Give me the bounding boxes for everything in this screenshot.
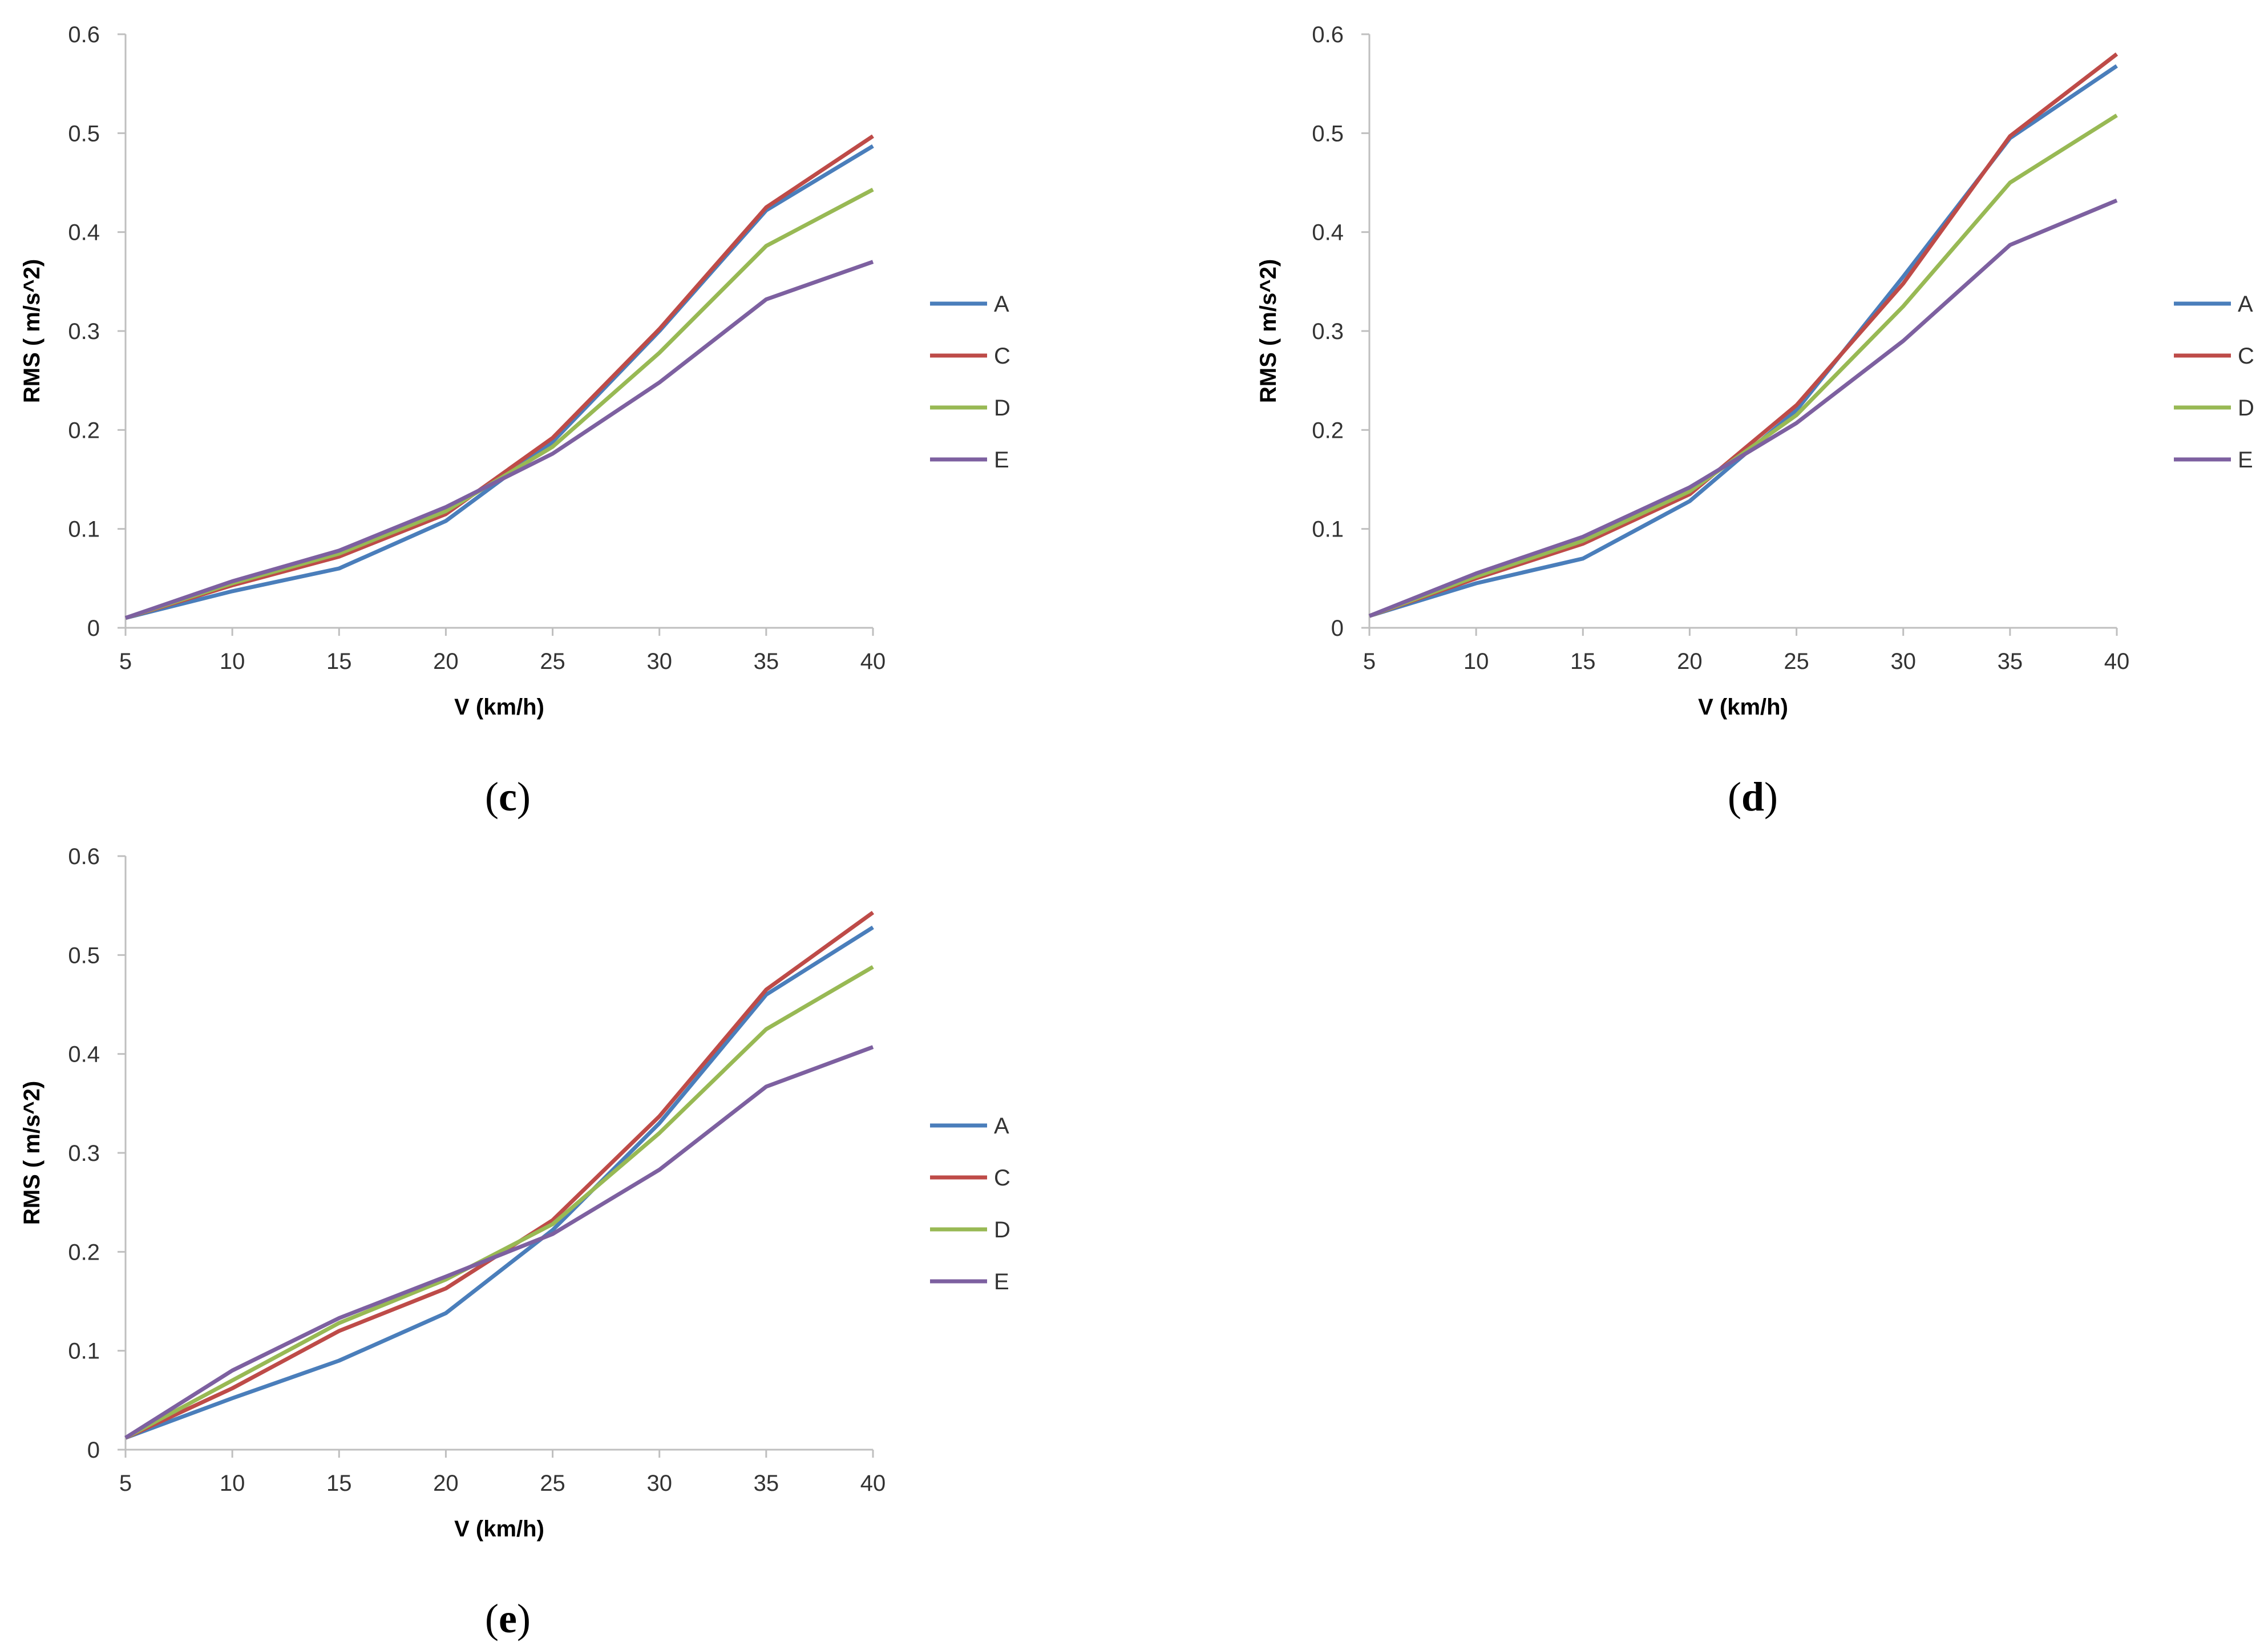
x-tick-label: 15 <box>1570 649 1596 674</box>
series-line-E <box>124 260 874 620</box>
caption-close-paren: ) <box>1764 774 1778 820</box>
series-line-C <box>124 134 874 620</box>
x-tick-label: 40 <box>860 1471 886 1496</box>
x-tick-label: 5 <box>119 1471 132 1496</box>
x-tick-label: 5 <box>119 649 132 674</box>
series-line-A <box>124 925 874 1440</box>
legend: A C D E <box>2174 292 2254 473</box>
caption-open-paren: ( <box>485 774 499 820</box>
y-tick-label: 0.6 <box>1312 22 1344 47</box>
x-axis-title: V (km/h) <box>454 1516 544 1542</box>
legend-label-D: D <box>994 1217 1010 1242</box>
legend-label-C: C <box>994 344 1010 369</box>
x-tick-label: 20 <box>1677 649 1703 674</box>
series-line-D <box>1368 114 2118 618</box>
x-tick-label: 40 <box>2104 649 2130 674</box>
y-tick-label: 0.3 <box>68 319 100 344</box>
x-axis-title: V (km/h) <box>454 695 544 720</box>
y-tick-label: 0.1 <box>1312 517 1344 542</box>
legend-label-C: C <box>2238 344 2254 369</box>
panel-caption: (e) <box>485 1596 531 1641</box>
x-tick-label: 30 <box>646 1471 672 1496</box>
panel-caption: (d) <box>1728 774 1778 820</box>
y-axis-title: RMS ( m/s^2) <box>19 1081 45 1225</box>
legend-label-E: E <box>994 447 1009 473</box>
series-line-E <box>124 1045 874 1440</box>
y-tick-label: 0 <box>87 616 100 641</box>
y-axis-title: RMS ( m/s^2) <box>1256 259 1281 403</box>
series-line-C <box>124 910 875 1440</box>
caption-letter: e <box>499 1596 517 1641</box>
y-tick-label: 0.2 <box>1312 418 1344 443</box>
x-tick-label: 30 <box>646 649 672 674</box>
y-tick-label: 0.1 <box>68 517 100 542</box>
x-tick-label: 20 <box>433 1471 459 1496</box>
series-line-D <box>124 188 874 620</box>
legend: A C D E <box>930 292 1010 473</box>
legend-label-A: A <box>994 292 1009 317</box>
y-tick-label: 0.3 <box>1312 319 1344 344</box>
x-tick-label: 10 <box>220 1471 245 1496</box>
legend-label-D: D <box>994 396 1010 421</box>
legend-label-E: E <box>2238 447 2253 473</box>
x-tick-label: 25 <box>540 649 565 674</box>
x-tick-label: 40 <box>860 649 886 674</box>
caption-letter: d <box>1741 774 1764 820</box>
y-axis-title: RMS ( m/s^2) <box>19 259 45 403</box>
x-tick-label: 35 <box>754 1471 779 1496</box>
y-tick-label: 0.6 <box>68 844 100 869</box>
x-tick-label: 35 <box>754 649 779 674</box>
caption-close-paren: ) <box>517 1596 531 1641</box>
y-tick-label: 0 <box>1331 616 1344 641</box>
y-tick-label: 0.3 <box>68 1141 100 1166</box>
chart-panel-c: 0 0.1 0.2 0.3 0.4 0.5 0.6 5 10 15 20 25 30 35 40 V (km/… <box>19 22 1010 820</box>
series-line-E <box>1368 198 2118 618</box>
y-tick-label: 0.4 <box>68 1042 100 1067</box>
y-tick-label: 0.1 <box>68 1339 100 1364</box>
y-tick-label: 0.6 <box>68 22 100 47</box>
x-axis-title: V (km/h) <box>1698 695 1788 720</box>
caption-close-paren: ) <box>517 774 531 820</box>
series-line-D <box>124 965 874 1440</box>
x-tick-label: 15 <box>326 649 352 674</box>
legend-label-A: A <box>994 1114 1009 1139</box>
x-tick-label: 30 <box>1890 649 1916 674</box>
panel-caption: (c) <box>485 774 531 820</box>
x-tick-label: 10 <box>220 649 245 674</box>
caption-letter: c <box>499 774 517 820</box>
x-tick-label: 25 <box>540 1471 565 1496</box>
chart-panel-e: 0 0.1 0.2 0.3 0.4 0.5 0.6 5 10 15 20 25 30 35 40 V (km/… <box>19 844 1010 1641</box>
caption-open-paren: ( <box>485 1596 499 1641</box>
legend-label-E: E <box>994 1269 1009 1294</box>
y-tick-label: 0.5 <box>68 121 100 146</box>
series-line-C <box>1368 52 2119 618</box>
y-tick-label: 0.4 <box>1312 220 1344 245</box>
legend-label-A: A <box>2238 292 2253 317</box>
x-tick-label: 10 <box>1464 649 1489 674</box>
y-tick-label: 0 <box>87 1438 100 1463</box>
y-tick-label: 0.2 <box>68 418 100 443</box>
legend-label-D: D <box>2238 396 2254 421</box>
y-tick-label: 0.4 <box>68 220 100 245</box>
x-tick-label: 15 <box>326 1471 352 1496</box>
legend-label-C: C <box>994 1165 1010 1191</box>
caption-open-paren: ( <box>1728 774 1741 820</box>
series-line-A <box>1368 64 2118 618</box>
y-tick-label: 0.2 <box>68 1240 100 1265</box>
legend: A C D E <box>930 1114 1010 1294</box>
x-tick-label: 20 <box>433 649 459 674</box>
series-line-A <box>125 144 874 620</box>
y-tick-label: 0.5 <box>68 943 100 968</box>
x-tick-label: 5 <box>1363 649 1376 674</box>
x-tick-label: 35 <box>1998 649 2023 674</box>
x-tick-label: 25 <box>1784 649 1809 674</box>
chart-panel-d: 0 0.1 0.2 0.3 0.4 0.5 0.6 5 10 15 20 25 30 35 40 V (km/… <box>1256 22 2254 820</box>
y-tick-label: 0.5 <box>1312 121 1344 146</box>
